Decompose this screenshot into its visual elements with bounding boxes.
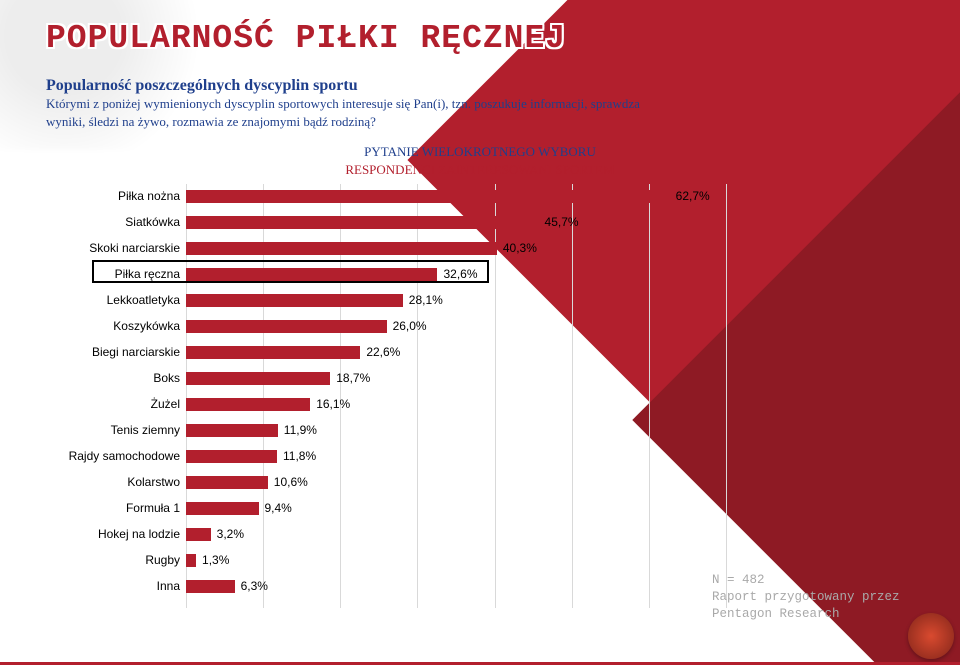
- chart-row: Formuła 19,4%: [186, 498, 726, 518]
- chart-bar: [186, 216, 539, 229]
- chart-row-label: Hokej na lodzie: [56, 527, 180, 541]
- chart-row: Biegi narciarskie22,6%: [186, 342, 726, 362]
- chart-bar: [186, 190, 670, 203]
- chart-row: Piłka ręczna32,6%: [186, 264, 726, 284]
- footer-note: N = 482 Raport przygotowany przez Pentag…: [712, 572, 912, 623]
- chart-value-label: 9,4%: [265, 501, 292, 515]
- chart-value-label: 3,2%: [217, 527, 244, 541]
- chart-bar: [186, 554, 196, 567]
- chart-row-label: Inna: [56, 579, 180, 593]
- chart-row-label: Koszykówka: [56, 319, 180, 333]
- chart-bar: [186, 346, 360, 359]
- chart-bar: [186, 476, 268, 489]
- chart-bar: [186, 242, 497, 255]
- chart-row-label: Rugby: [56, 553, 180, 567]
- chart-row-label: Siatkówka: [56, 215, 180, 229]
- chart-row: Inna6,3%: [186, 576, 726, 596]
- chart-value-label: 45,7%: [545, 215, 579, 229]
- chart-row-label: Boks: [56, 371, 180, 385]
- chart-value-label: 10,6%: [274, 475, 308, 489]
- chart-row-label: Formuła 1: [56, 501, 180, 515]
- chart-value-label: 11,9%: [284, 423, 317, 437]
- chart-bar: [186, 398, 310, 411]
- chart-value-label: 16,1%: [316, 397, 350, 411]
- chart-value-label: 1,3%: [202, 553, 229, 567]
- chart-row-label: Żużel: [56, 397, 180, 411]
- chart-value-label: 28,1%: [409, 293, 443, 307]
- chart-row-label: Rajdy samochodowe: [56, 449, 180, 463]
- chart-row: Skoki narciarskie40,3%: [186, 238, 726, 258]
- chart-note-1: PYTANIE WIELOKROTNEGO WYBORU: [46, 144, 914, 160]
- chart-plot: Piłka nożna62,7% Siatkówka45,7% Skoki narc…: [186, 184, 726, 608]
- chart: Piłka nożna62,7%Siatkówka45,7%Skoki narc…: [56, 184, 746, 608]
- chart-row: Siatkówka45,7%: [186, 212, 726, 232]
- chart-value-label: 62,7%: [676, 189, 710, 203]
- chart-row-label: Piłka nożna: [56, 189, 180, 203]
- chart-row: Piłka nożna62,7%: [186, 186, 726, 206]
- chart-row-label: Skoki narciarskie: [56, 241, 180, 255]
- chart-bar: [186, 294, 403, 307]
- chart-bar: [186, 372, 330, 385]
- chart-notes: PYTANIE WIELOKROTNEGO WYBORU RESPONDENCI…: [46, 144, 914, 178]
- chart-bar: [186, 502, 259, 515]
- chart-row: Rugby1,3%: [186, 550, 726, 570]
- chart-value-label: 11,8%: [283, 449, 316, 463]
- chart-row-label: Biegi narciarskie: [56, 345, 180, 359]
- chart-bar: [186, 424, 278, 437]
- footer-credit-1: Raport przygotowany przez: [712, 589, 912, 606]
- footer-n: N = 482: [712, 572, 912, 589]
- subhead-block: Popularność poszczególnych dyscyplin spo…: [46, 77, 914, 130]
- chart-bar: [186, 268, 437, 281]
- chart-row-label: Tenis ziemny: [56, 423, 180, 437]
- chart-row: Tenis ziemny11,9%: [186, 420, 726, 440]
- chart-row: Boks18,7%: [186, 368, 726, 388]
- chart-value-label: 26,0%: [393, 319, 427, 333]
- chart-bar: [186, 450, 277, 463]
- chart-bar: [186, 580, 235, 593]
- chart-row: Hokej na lodzie3,2%: [186, 524, 726, 544]
- subhead-body: Którymi z poniżej wymienionych dyscyplin…: [46, 95, 656, 130]
- chart-value-label: 18,7%: [336, 371, 370, 385]
- footer-credit-2: Pentagon Research: [712, 606, 912, 623]
- chart-row: Żużel16,1%: [186, 394, 726, 414]
- subhead-title: Popularność poszczególnych dyscyplin spo…: [46, 77, 914, 95]
- chart-value-label: 22,6%: [366, 345, 400, 359]
- chart-row: Koszykówka26,0%: [186, 316, 726, 336]
- chart-row: Rajdy samochodowe11,8%: [186, 446, 726, 466]
- chart-row-label: Lekkoatletyka: [56, 293, 180, 307]
- chart-row: Lekkoatletyka28,1%: [186, 290, 726, 310]
- page-title: POPULARNOŚĆ PIŁKI RĘCZNEJ: [46, 20, 914, 57]
- grid-line: [726, 184, 727, 608]
- chart-value-label: 32,6%: [443, 267, 477, 281]
- chart-bar: [186, 528, 211, 541]
- chart-value-label: 6,3%: [241, 579, 268, 593]
- chart-note-2: RESPONDENCI ZAINTERESOWANI SPORTEM: [46, 162, 914, 178]
- corner-badge-icon: [908, 613, 954, 659]
- chart-value-label: 40,3%: [503, 241, 537, 255]
- chart-row-label: Piłka ręczna: [56, 267, 180, 281]
- chart-bar: [186, 320, 387, 333]
- page-container: POPULARNOŚĆ PIŁKI RĘCZNEJ Popularność po…: [0, 0, 960, 665]
- chart-row: Kolarstwo10,6%: [186, 472, 726, 492]
- chart-row-label: Kolarstwo: [56, 475, 180, 489]
